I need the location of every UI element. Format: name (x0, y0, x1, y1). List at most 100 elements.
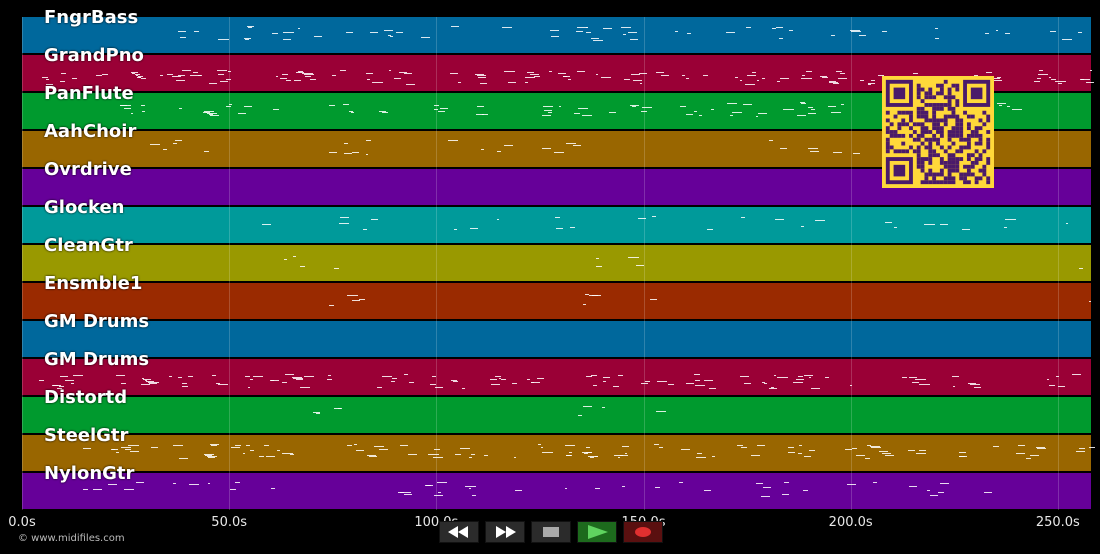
note-mark (995, 29, 998, 31)
note-mark (292, 256, 296, 258)
note-mark (282, 38, 291, 40)
note-mark (563, 76, 571, 78)
track-lane[interactable] (22, 435, 1091, 472)
note-mark (1005, 218, 1016, 220)
note-mark (379, 110, 387, 112)
track-label: NylonGtr (44, 463, 135, 484)
note-mark (752, 72, 756, 74)
note-mark (726, 31, 735, 33)
note-mark (374, 445, 384, 447)
note-mark (542, 115, 551, 117)
note-mark (924, 223, 935, 225)
note-mark (744, 383, 752, 385)
track-lane[interactable] (22, 359, 1091, 396)
note-mark (344, 143, 348, 145)
note-mark (911, 381, 919, 383)
note-mark (399, 491, 411, 493)
note-mark (595, 74, 598, 76)
note-mark (178, 74, 185, 76)
note-mark (782, 494, 789, 496)
note-mark (769, 140, 773, 142)
note-mark (594, 487, 601, 489)
note-mark (548, 70, 552, 72)
note-mark (353, 444, 358, 445)
note-mark (339, 70, 346, 71)
note-mark (271, 487, 276, 489)
note-mark (381, 376, 393, 378)
note-mark (490, 379, 498, 381)
play-button[interactable] (577, 521, 617, 543)
record-button[interactable] (623, 521, 663, 543)
note-mark (809, 151, 819, 153)
note-mark (347, 295, 358, 297)
note-mark (212, 374, 216, 376)
stop-button[interactable] (531, 521, 571, 543)
track-lane[interactable] (22, 245, 1091, 282)
note-mark (367, 454, 376, 456)
note-mark (1035, 447, 1045, 449)
note-mark (819, 76, 827, 78)
note-mark (777, 80, 780, 82)
note-mark (763, 383, 767, 385)
track-lane[interactable] (22, 473, 1091, 510)
fast-forward-button[interactable] (485, 521, 525, 543)
note-mark (121, 383, 127, 384)
note-mark (832, 82, 839, 84)
note-mark (711, 455, 715, 457)
note-mark (746, 75, 756, 76)
note-mark (740, 79, 743, 81)
note-mark (740, 376, 749, 378)
note-mark (658, 447, 664, 449)
note-mark (678, 482, 683, 484)
note-mark (383, 30, 393, 32)
note-mark (93, 488, 103, 490)
note-mark (407, 453, 417, 455)
note-mark (178, 376, 182, 378)
note-mark (45, 78, 49, 80)
note-mark (815, 219, 825, 221)
note-mark (771, 27, 776, 29)
note-mark (431, 375, 436, 377)
note-mark (1089, 301, 1092, 303)
note-mark (855, 455, 866, 457)
note-mark (252, 375, 263, 377)
track-lane[interactable] (22, 321, 1091, 358)
track-lane[interactable] (22, 283, 1091, 320)
note-mark (249, 450, 254, 452)
note-mark (997, 103, 1007, 105)
note-mark (59, 81, 66, 82)
note-mark (479, 82, 487, 84)
note-mark (763, 487, 772, 489)
note-mark (216, 383, 221, 385)
note-mark (757, 445, 766, 447)
note-mark (128, 444, 139, 446)
note-mark (208, 114, 213, 116)
note-mark (327, 378, 332, 380)
note-mark (367, 78, 370, 80)
note-mark (788, 446, 795, 448)
note-mark (483, 455, 489, 456)
note-mark (58, 385, 64, 387)
note-mark (131, 72, 138, 74)
note-mark (590, 457, 594, 459)
note-mark (798, 375, 804, 377)
note-mark (686, 382, 695, 384)
note-mark (996, 77, 1001, 79)
track-lane[interactable] (22, 397, 1091, 434)
note-mark (582, 304, 586, 306)
time-tick-label: 0.0s (8, 515, 36, 530)
note-mark (882, 30, 888, 32)
note-mark (282, 74, 288, 76)
note-mark (869, 446, 880, 448)
note-mark (1055, 375, 1060, 377)
note-mark (203, 150, 209, 152)
track-label: GrandPno (44, 45, 144, 66)
note-mark (175, 80, 186, 82)
note-mark (494, 375, 501, 377)
rewind-button[interactable] (439, 521, 479, 543)
note-mark (116, 451, 120, 453)
note-mark (398, 492, 404, 494)
track-lane[interactable] (22, 207, 1091, 244)
note-mark (860, 79, 865, 81)
note-mark (139, 76, 142, 78)
